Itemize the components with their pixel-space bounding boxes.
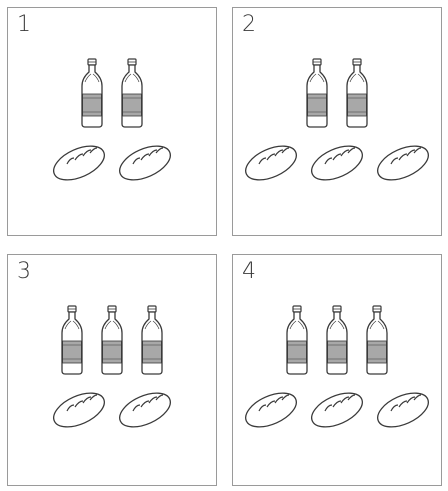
bottle-icon xyxy=(286,305,308,375)
bottle-icon xyxy=(101,305,123,375)
panel-2: 2 xyxy=(232,7,442,236)
bottle-group xyxy=(8,58,216,130)
panel-number: 4 xyxy=(242,259,256,284)
bread-loaf-icon xyxy=(245,392,297,428)
panel-4: 4 xyxy=(232,254,442,486)
panel-number: 1 xyxy=(17,12,31,37)
bottle-group xyxy=(8,305,216,377)
bottle-icon xyxy=(306,58,328,128)
bread-loaf-icon xyxy=(53,392,105,428)
bread-loaf-icon xyxy=(311,145,363,181)
loaf-group xyxy=(233,140,441,190)
bottle-icon xyxy=(346,58,368,128)
bottle-group xyxy=(233,58,441,130)
bottle-group xyxy=(233,305,441,377)
bottle-icon xyxy=(326,305,348,375)
bottle-icon xyxy=(61,305,83,375)
bottle-icon xyxy=(81,58,103,128)
panel-number: 2 xyxy=(242,12,256,37)
bread-loaf-icon xyxy=(377,392,429,428)
bottle-icon xyxy=(121,58,143,128)
bread-loaf-icon xyxy=(53,145,105,181)
bottle-icon xyxy=(366,305,388,375)
bottle-icon xyxy=(141,305,163,375)
bread-loaf-icon xyxy=(119,392,171,428)
panel-number: 3 xyxy=(17,259,31,284)
panel-1: 1 xyxy=(7,7,217,236)
bread-loaf-icon xyxy=(119,145,171,181)
panel-3: 3 xyxy=(7,254,217,486)
bread-loaf-icon xyxy=(311,392,363,428)
loaf-group xyxy=(8,387,216,437)
bread-loaf-icon xyxy=(245,145,297,181)
bread-loaf-icon xyxy=(377,145,429,181)
loaf-group xyxy=(8,140,216,190)
loaf-group xyxy=(233,387,441,437)
